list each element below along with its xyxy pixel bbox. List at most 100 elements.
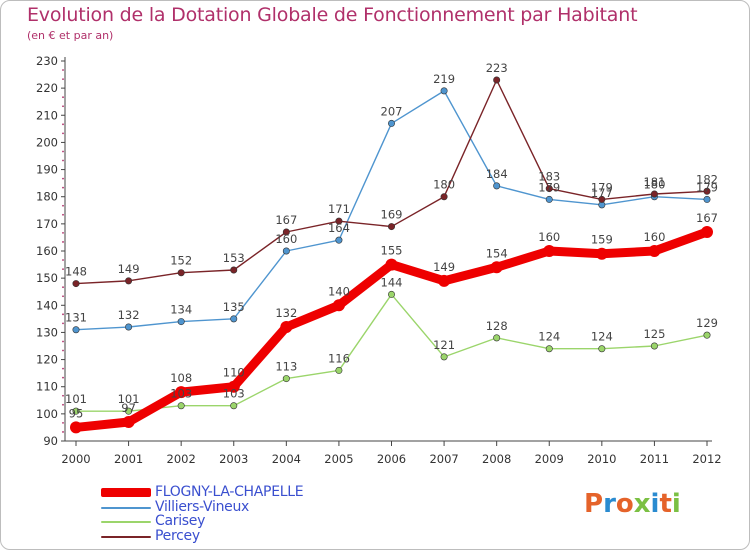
data-label: 167	[275, 213, 297, 227]
y-tick-label: 180	[36, 190, 58, 204]
data-label: 219	[433, 72, 455, 86]
x-tick-label: 2010	[587, 452, 616, 466]
y-tick-label: 110	[36, 380, 58, 394]
y-minor-tick	[62, 394, 64, 397]
logo-letter: r	[603, 489, 616, 519]
logo-letter: t	[659, 489, 672, 519]
data-label: 164	[328, 221, 350, 235]
data-point	[650, 190, 658, 198]
series-flogny-la-chapelle	[70, 226, 713, 434]
data-label: 132	[118, 308, 140, 322]
chart-subtitle: (en € et par an)	[27, 29, 114, 42]
data-label: 149	[118, 262, 140, 276]
y-tick-label: 150	[36, 271, 58, 285]
data-point	[335, 217, 343, 225]
y-minor-tick	[62, 286, 64, 289]
data-label: 125	[643, 327, 665, 341]
y-tick-label: 220	[36, 81, 58, 95]
data-label: 132	[275, 306, 297, 320]
data-point	[125, 407, 133, 415]
data-point	[493, 76, 501, 84]
data-point	[177, 269, 185, 277]
data-label: 121	[433, 338, 455, 352]
data-point	[650, 342, 658, 350]
data-point	[282, 247, 290, 255]
x-tick-label: 2002	[167, 452, 196, 466]
y-minor-tick	[62, 69, 64, 71]
y-tick-label: 120	[36, 353, 58, 367]
legend-label: FLOGNY-LA-CHAPELLE	[155, 484, 304, 500]
data-label: 108	[170, 371, 192, 385]
x-tick-label: 2012	[692, 452, 721, 466]
data-point	[125, 277, 133, 285]
y-minor-tick	[62, 241, 64, 243]
y-minor-tick	[62, 150, 64, 153]
data-point	[493, 182, 501, 190]
logo-letter: P	[584, 489, 604, 519]
data-label: 149	[433, 260, 455, 274]
x-tick-label: 2008	[482, 452, 511, 466]
data-label: 128	[486, 319, 508, 333]
y-minor-tick	[62, 340, 64, 343]
y-minor-tick	[62, 259, 64, 261]
data-point	[387, 223, 395, 231]
y-tick-label: 200	[36, 135, 58, 149]
data-label: 152	[170, 254, 192, 268]
data-point	[282, 375, 290, 383]
data-label: 169	[381, 208, 403, 222]
logo-letter: o	[615, 489, 634, 519]
data-label: 179	[696, 180, 718, 194]
data-label: 159	[591, 233, 613, 247]
x-tick-label: 2007	[429, 452, 458, 466]
data-label: 110	[223, 366, 245, 380]
data-point	[440, 87, 448, 95]
data-label: 103	[223, 387, 245, 401]
data-label: 124	[591, 330, 613, 344]
x-tick-label: 2009	[535, 452, 564, 466]
data-point	[177, 402, 185, 410]
data-point	[440, 353, 448, 361]
proxiti-logo: Proxiti	[584, 489, 681, 519]
data-label: 154	[486, 246, 508, 260]
data-point	[387, 290, 395, 298]
data-point	[335, 236, 343, 244]
data-label: 101	[118, 392, 140, 406]
data-point	[545, 345, 553, 353]
data-label: 113	[275, 360, 297, 374]
data-point	[72, 407, 80, 415]
data-point	[490, 261, 503, 274]
series-percey	[72, 76, 711, 288]
data-label: 148	[65, 265, 87, 279]
logo-letter: x	[633, 489, 651, 519]
data-label: 160	[643, 230, 665, 244]
y-tick-label: 90	[43, 434, 58, 448]
x-tick-label: 2011	[640, 452, 669, 466]
data-point	[280, 321, 293, 333]
data-label: 95	[69, 406, 84, 420]
y-minor-tick	[62, 232, 64, 234]
data-label: 223	[486, 61, 508, 75]
y-minor-tick	[62, 349, 64, 352]
series-layer	[70, 76, 713, 434]
data-label: 101	[65, 392, 87, 406]
data-point	[230, 266, 238, 274]
data-label: 181	[643, 175, 665, 189]
y-minor-tick	[62, 295, 64, 298]
y-minor-tick	[62, 422, 64, 424]
data-label: 180	[433, 178, 455, 192]
legend-label: Villiers-Vineux	[155, 498, 250, 515]
x-tick-label: 2001	[114, 452, 143, 466]
y-minor-tick	[62, 96, 64, 99]
chart-title: Evolution de la Dotation Globale de Fonc…	[27, 4, 638, 26]
data-label: 160	[275, 232, 297, 246]
data-point	[227, 380, 240, 393]
y-minor-tick	[62, 78, 64, 80]
y-tick-label: 160	[36, 244, 58, 258]
legend-swatch	[101, 521, 151, 523]
data-label: 171	[328, 202, 350, 216]
data-point	[598, 195, 606, 203]
legend-swatch	[101, 506, 151, 509]
data-point	[543, 245, 556, 257]
